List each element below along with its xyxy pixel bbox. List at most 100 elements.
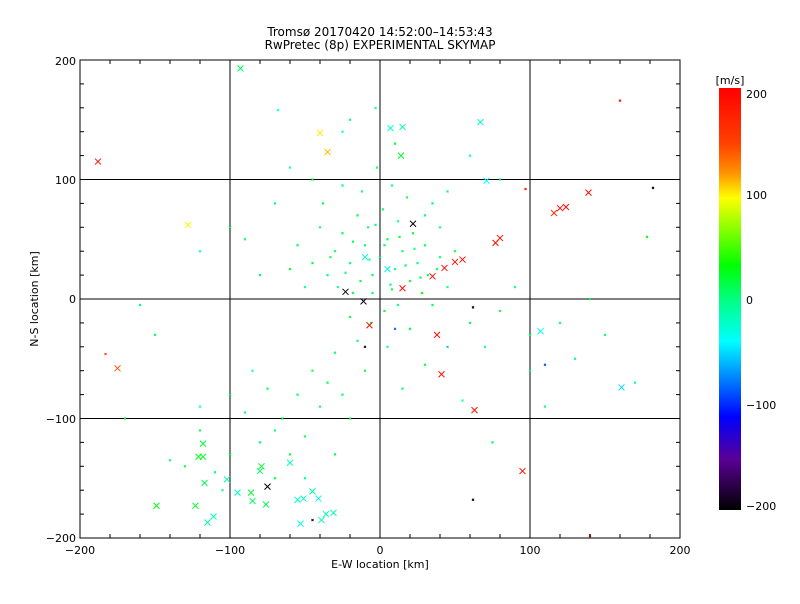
data-point-dot-stroke [341,130,344,134]
data-point-cross-stroke [397,152,405,159]
data-point-cross [441,264,448,272]
data-point-dot [404,264,407,267]
data-point-dot [419,276,422,279]
data-point-cross [153,502,160,510]
data-point-dot [198,429,202,432]
data-point-dot [431,303,434,307]
data-point-dot [258,273,262,277]
data-point-dot [513,285,517,289]
data-point-cross [459,256,466,263]
data-point-dot-stroke [408,279,412,283]
data-point-dot-stroke [348,118,352,122]
data-point-cross-stroke [315,495,322,502]
data-point-dot-stroke [381,208,385,211]
data-point-dot-stroke [351,240,355,243]
x-tick-label: −200 [65,544,95,557]
data-point-cross [324,148,331,156]
data-point-dot [368,258,371,261]
data-point-cross-stroke [264,483,271,490]
data-point-dot-stroke [389,283,392,287]
data-point-dot [413,247,416,251]
data-point-cross-stroke [451,258,459,266]
data-point-dot [326,273,329,277]
data-point-dot-stroke [213,470,217,474]
data-point-dot-stroke [318,405,322,408]
data-point-cross [192,502,199,510]
data-point-dot-stroke [401,249,404,253]
data-point-dot [348,118,352,122]
data-point-dot [498,178,502,181]
data-point-dot-stroke [243,411,247,414]
data-point-dot-stroke [273,202,277,205]
data-point-dot-stroke [588,297,592,301]
data-point-dot [483,345,487,349]
data-point-dot [243,411,247,414]
data-point-dot-stroke [390,288,394,291]
data-point-cross-stroke [409,220,417,228]
data-point-cross-stroke [94,158,102,165]
data-point-dot-stroke [329,255,332,259]
data-point-dot-stroke [318,225,322,229]
chart-subtitle: RwPretec (8p) EXPERIMENTAL SKYMAP [265,38,496,52]
data-point-dot-stroke [356,339,359,343]
data-point-dot [221,488,224,492]
x-tick-label: 200 [670,544,691,557]
data-point-cross [204,519,211,526]
data-point-cross-stroke [114,364,121,372]
data-point-dot-stroke [276,108,280,112]
grid-lines [80,60,680,538]
y-tick-label: 0 [69,293,76,306]
data-point-dot [431,202,434,205]
data-point-dot [468,154,472,157]
data-point-dot [645,235,649,239]
data-point-dot [363,345,367,349]
colorbar-tick-label: −200 [746,500,776,513]
data-point-dot [360,190,364,193]
data-point-dot-stroke [351,291,355,295]
data-point-dot-stroke [390,184,394,187]
data-point-dot-stroke [528,333,532,337]
data-point-dot-stroke [104,352,107,356]
data-point-dot [573,357,577,361]
data-point-cross-stroke [153,502,160,510]
data-point-dot [266,387,269,390]
data-point-dot-stroke [303,285,307,289]
colorbar-label: [m/s] [716,74,745,87]
data-point-cross [330,509,337,517]
data-point-cross [184,221,192,229]
data-point-dot [318,405,322,408]
data-point-cross-stroke [237,65,244,72]
data-point-dot [333,351,337,355]
data-point-dot-stroke [603,333,607,337]
data-point-dot [288,452,292,456]
data-point-dot [416,261,419,265]
data-point-dot [341,393,344,396]
data-point-dot [123,417,127,420]
data-point-cross [471,406,478,414]
data-point-cross-stroke [192,502,199,510]
data-point-dot-stroke [435,267,439,271]
data-point-dot-stroke [423,243,427,247]
data-point-dot [446,285,449,289]
data-point-dot-stroke [303,435,307,438]
data-point-cross-stroke [496,234,504,242]
data-point-dot [363,369,367,373]
data-point-dot-stroke [153,333,157,337]
data-point-dot [153,333,157,337]
data-point-cross-stroke [324,148,331,156]
data-point-dot-stroke [419,276,422,279]
data-point-cross [195,453,202,461]
data-point-dot-stroke [356,213,359,217]
data-point-cross-stroke [441,264,448,272]
data-point-dot [633,381,637,385]
data-point-dot [311,518,314,522]
data-points [94,65,655,537]
data-point-dot [446,345,449,349]
data-point-dot-stroke [341,393,344,396]
data-point-cross-stroke [556,204,564,212]
data-point-cross [199,440,207,447]
data-point-cross [438,370,445,378]
data-point-dot-stroke [336,285,340,289]
data-point-dot-stroke [453,249,457,253]
data-point-dot-stroke [461,399,464,402]
